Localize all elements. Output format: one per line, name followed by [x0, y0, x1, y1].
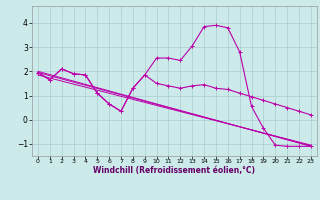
X-axis label: Windchill (Refroidissement éolien,°C): Windchill (Refroidissement éolien,°C) [93, 166, 255, 175]
